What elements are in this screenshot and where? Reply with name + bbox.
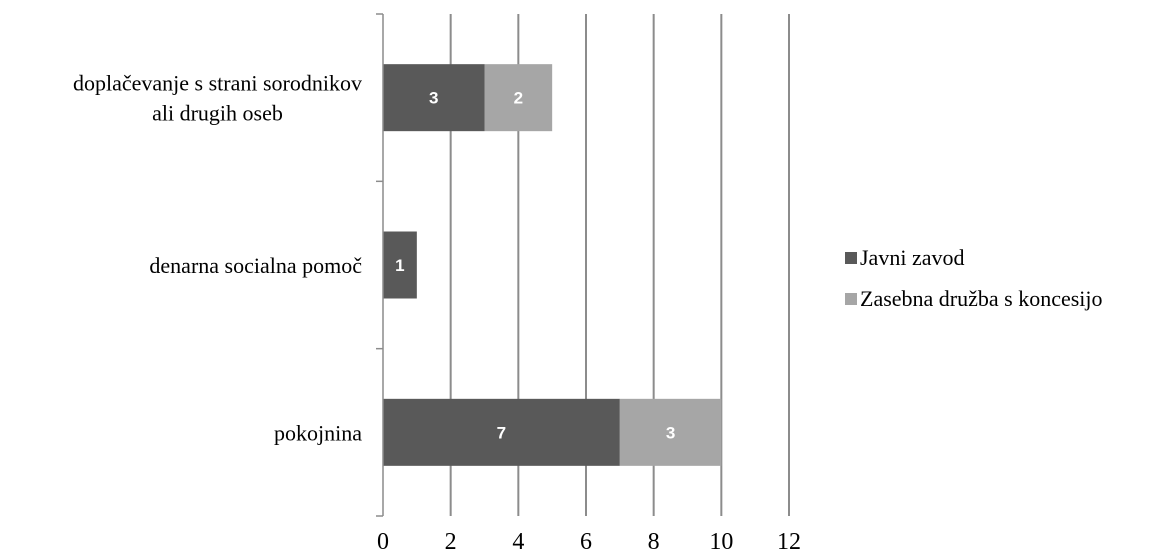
x-tick-label: 8 bbox=[648, 529, 660, 553]
bar-segment bbox=[383, 231, 417, 299]
legend-swatch-zasebna bbox=[845, 293, 857, 305]
legend: Javni zavod Zasebna družba s koncesijo bbox=[845, 245, 1103, 328]
legend-item: Zasebna družba s koncesijo bbox=[845, 286, 1103, 311]
x-tick-label: 0 bbox=[377, 529, 389, 553]
category-label: ali drugih oseb bbox=[152, 101, 283, 126]
bar-segment bbox=[383, 398, 620, 466]
bar-segment bbox=[484, 64, 553, 132]
legend-label: Javni zavod bbox=[860, 245, 965, 270]
tick-labels: 0 2 4 6 8 10 12 bbox=[377, 529, 801, 553]
legend-label: Zasebna družba s koncesijo bbox=[860, 286, 1103, 311]
x-tick-label: 4 bbox=[512, 529, 524, 553]
data-label: 3 bbox=[666, 423, 675, 442]
axes bbox=[376, 13, 384, 517]
data-label: 7 bbox=[497, 423, 506, 442]
bars: 3 2 1 7 3 bbox=[383, 64, 722, 466]
legend-item: Javni zavod bbox=[845, 245, 1103, 270]
category-label: doplačevanje s strani sorodnikov bbox=[73, 71, 362, 96]
category-label: pokojnina bbox=[274, 420, 362, 445]
bar-segment bbox=[383, 64, 485, 132]
bar-segment bbox=[619, 398, 722, 466]
data-label: 2 bbox=[514, 89, 523, 108]
category-label: denarna socialna pomoč bbox=[149, 253, 362, 278]
legend-swatch-javni bbox=[845, 252, 857, 264]
x-tick-label: 2 bbox=[445, 529, 457, 553]
x-tick-label: 10 bbox=[709, 529, 733, 553]
data-label: 3 bbox=[429, 89, 438, 108]
category-labels: doplačevanje s strani sorodnikov ali drug… bbox=[73, 71, 362, 446]
x-tick-label: 6 bbox=[580, 529, 592, 553]
x-tick-label: 12 bbox=[777, 529, 801, 553]
data-label: 1 bbox=[395, 256, 404, 275]
